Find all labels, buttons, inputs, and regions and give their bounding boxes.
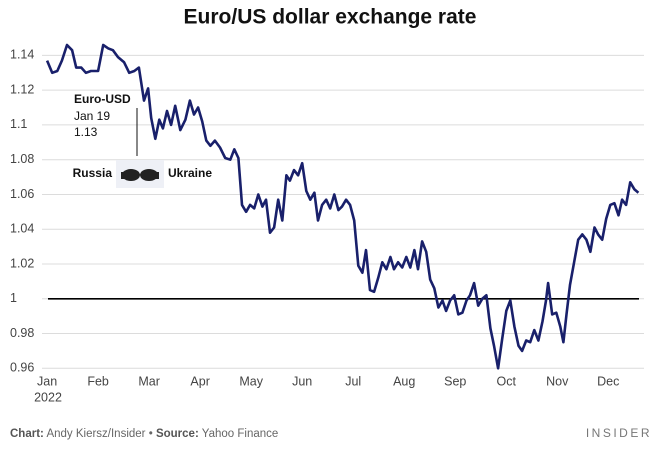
x-tick-label: Jun	[292, 374, 312, 388]
annotation-value: 1.13	[74, 125, 98, 139]
source-label: Source:	[156, 428, 199, 440]
chart-title: Euro/US dollar exchange rate	[184, 6, 477, 29]
y-tick-label: 1.1	[10, 117, 27, 131]
y-tick-label: 1.02	[10, 256, 34, 270]
brand: INSIDER	[586, 426, 652, 440]
footer-credit: Chart: Andy Kiersz/Insider • Source: Yah…	[10, 428, 278, 440]
credit: Andy Kiersz/Insider	[46, 428, 145, 440]
y-tick-label: 1.12	[10, 82, 34, 96]
credit-label: Chart:	[10, 428, 44, 440]
annotation-date: Jan 19	[74, 109, 110, 123]
y-tick-label: 0.96	[10, 361, 34, 375]
x-tick-label: Apr	[190, 374, 209, 388]
x-tick-label: Jan	[37, 374, 57, 388]
y-tick-label: 1.08	[10, 152, 34, 166]
year-label: 2022	[34, 390, 62, 404]
x-tick-label: Dec	[597, 374, 619, 388]
y-tick-label: 1.04	[10, 222, 34, 236]
annotation-left: Russia	[73, 166, 113, 180]
source: Yahoo Finance	[202, 428, 279, 440]
x-tick-label: Oct	[497, 374, 517, 388]
y-tick-label: 1.14	[10, 48, 34, 62]
x-tick-label: Nov	[546, 374, 569, 388]
x-tick-label: May	[239, 374, 263, 388]
annotation-right: Ukraine	[168, 166, 212, 180]
x-tick-label: Sep	[444, 374, 466, 388]
x-tick-label: Jul	[345, 374, 361, 388]
y-tick-label: 0.98	[10, 326, 34, 340]
y-tick-label: 1.06	[10, 187, 34, 201]
x-tick-label: Aug	[393, 374, 415, 388]
x-tick-label: Feb	[87, 374, 109, 388]
boxing-gloves-icon	[121, 169, 159, 181]
line-series	[45, 43, 640, 370]
y-tick-label: 1	[10, 291, 17, 305]
annotation: Euro-USD Jan 19 1.13 Russia Ukraine	[73, 92, 212, 188]
separator: •	[149, 428, 153, 440]
x-tick-label: Mar	[138, 374, 160, 388]
annotation-series: Euro-USD	[74, 92, 131, 106]
